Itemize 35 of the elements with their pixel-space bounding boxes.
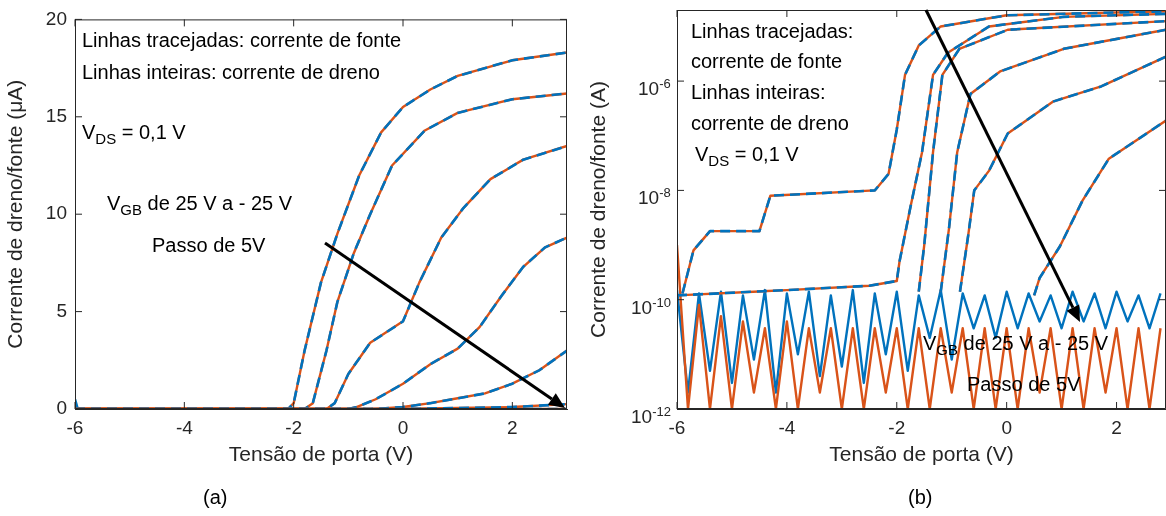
y-tick-label: 20: [45, 7, 67, 29]
text: (a): [203, 485, 228, 509]
y-axis-title: Corrente de dreno/fonte (μA): [3, 79, 27, 349]
x-tick-label: 0: [1001, 416, 1012, 438]
text: (b): [908, 485, 933, 509]
x-tick-label: -2: [888, 416, 906, 438]
annotation: corrente de dreno: [691, 111, 849, 135]
x-tick-label: -4: [778, 416, 796, 438]
y-tick-label: 0: [56, 397, 67, 419]
annotation: Linhas inteiras:: [691, 80, 826, 104]
y-tick-label: 10: [45, 202, 67, 224]
x-tick-label: -4: [175, 416, 194, 438]
annotation: V$_{DS}$ = 0,1 V: [695, 142, 799, 171]
annotation: V$_{GB}$ de 25 V a - 25 V: [107, 191, 293, 220]
x-tick-label: 0: [397, 416, 409, 438]
x-tick-label: -2: [285, 416, 303, 438]
annotation: Linhas inteiras: corrente de dreno: [82, 60, 380, 84]
x-tick-label: -6: [66, 416, 84, 438]
y-tick-label: 5: [56, 299, 67, 321]
annotation: Linhas tracejadas: corrente de fonte: [82, 28, 402, 52]
x-axis-title: Tensão de porta (V): [228, 442, 414, 466]
x-tick-label: 2: [507, 416, 518, 438]
x-tick-label: 2: [1111, 416, 1122, 438]
y-tick-label: 10$^{-8}$: [638, 184, 671, 210]
annotation: Linhas tracejadas:: [691, 19, 854, 43]
x-tick-label: -6: [668, 416, 686, 438]
y-tick-label: 10$^{-6}$: [638, 75, 671, 101]
annotation: corrente de fonte: [691, 49, 843, 73]
annotation: V$_{DS}$ = 0,1 V: [82, 120, 186, 149]
y-tick-label: 10$^{-10}$: [631, 293, 671, 320]
annotation: Passo de 5V: [152, 233, 266, 257]
y-tick-label: 10$^{-12}$: [631, 404, 671, 428]
y-axis-title: Corrente de dreno/fonte (A): [586, 81, 610, 338]
y-tick-label: 15: [45, 105, 67, 127]
x-axis-title: Tensão de porta (V): [829, 442, 1014, 466]
